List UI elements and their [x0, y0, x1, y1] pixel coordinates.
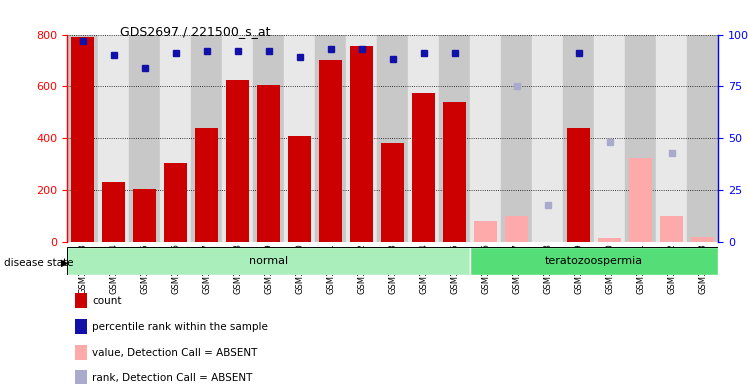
Bar	[164, 163, 188, 242]
Bar	[563, 35, 594, 242]
Bar	[687, 35, 718, 242]
Text: GDS2697 / 221500_s_at: GDS2697 / 221500_s_at	[120, 25, 270, 38]
Bar	[443, 102, 466, 242]
Bar	[76, 345, 87, 360]
Bar	[470, 247, 718, 275]
Bar	[629, 158, 652, 242]
Bar	[195, 128, 218, 242]
Text: count: count	[92, 296, 122, 306]
Bar	[501, 35, 532, 242]
Bar	[598, 238, 622, 242]
Bar	[377, 35, 408, 242]
Bar	[76, 319, 87, 334]
Bar	[226, 80, 249, 242]
Bar	[67, 247, 470, 275]
Bar	[71, 37, 94, 242]
Bar	[474, 221, 497, 242]
Bar	[98, 35, 129, 242]
Bar	[133, 189, 156, 242]
Bar	[625, 35, 656, 242]
Bar	[656, 35, 687, 242]
Text: percentile rank within the sample: percentile rank within the sample	[92, 322, 269, 332]
Bar	[532, 35, 563, 242]
Bar	[319, 61, 343, 242]
Bar	[567, 128, 590, 242]
Bar	[191, 35, 222, 242]
Bar	[257, 85, 280, 242]
Bar	[222, 35, 254, 242]
Bar	[129, 35, 160, 242]
Bar	[408, 35, 439, 242]
Text: value, Detection Call = ABSENT: value, Detection Call = ABSENT	[92, 348, 258, 358]
Bar	[102, 182, 126, 242]
Text: disease state: disease state	[4, 258, 73, 268]
Bar	[315, 35, 346, 242]
Bar	[505, 216, 528, 242]
Bar	[76, 293, 87, 308]
Bar	[439, 35, 470, 242]
Bar	[254, 35, 284, 242]
Bar	[594, 35, 625, 242]
Text: normal: normal	[249, 256, 288, 266]
Bar	[470, 35, 501, 242]
Bar	[160, 35, 191, 242]
Text: ▶: ▶	[61, 258, 69, 268]
Bar	[346, 35, 377, 242]
Text: teratozoospermia: teratozoospermia	[545, 256, 643, 266]
Bar	[660, 216, 683, 242]
Bar	[412, 93, 435, 242]
Bar	[288, 136, 311, 242]
Bar	[76, 370, 87, 384]
Bar	[350, 46, 373, 242]
Bar	[691, 237, 714, 242]
Bar	[381, 144, 405, 242]
Text: rank, Detection Call = ABSENT: rank, Detection Call = ABSENT	[92, 373, 253, 383]
Bar	[284, 35, 315, 242]
Bar	[67, 35, 98, 242]
